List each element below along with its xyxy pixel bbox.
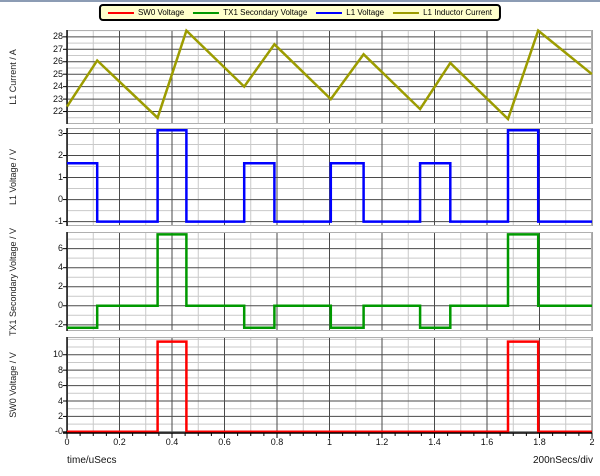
y-tick-label: 2 [57,281,63,292]
y-tick-label: 26 [52,56,63,67]
plot-l1-current[interactable] [63,28,593,124]
x-tick-label: 0.4 [165,437,179,447]
legend-line-sample [193,11,220,14]
y-axis-title-sw0-voltage: SW0 Voltage / V [8,352,18,418]
y-tick-label: 0 [57,300,63,311]
gridlines [63,232,593,331]
trace-l1-current[interactable] [65,28,593,122]
y-tick-label: 2 [57,150,63,161]
x-tick-label: 1.8 [533,437,546,447]
legend-item-label: L1 Voltage [346,8,385,17]
y-axis-title-l1-voltage: L1 Voltage / V [8,148,18,206]
legend-item-label: L1 Inductor Current [423,8,493,17]
x-axis-title: time/uSecs [67,455,117,466]
plot-sw0-voltage[interactable] [63,337,593,434]
gridlines [63,30,593,124]
y-tick-label: 24 [52,81,63,92]
y-tick-label: 3 [57,128,63,138]
legend-line-sample [107,11,134,14]
x-tick-label: 1.6 [480,437,494,447]
trace-sw0-voltage[interactable] [67,340,592,434]
y-tick-label: 27 [52,43,63,54]
legend-item-l1-inductor-current[interactable]: L1 Inductor Current [393,8,492,17]
x-tick-label: 0.2 [113,437,126,447]
y-tick-label: -1 [54,216,63,227]
legend-line-sample [316,11,343,14]
x-axis-scale-note: 200nSecs/div [532,455,593,466]
x-tick-label: 0.8 [270,437,284,447]
trace-l1-voltage[interactable] [67,128,592,223]
y-tick-label: 6 [57,243,63,254]
y-tick-label: 6 [57,380,63,391]
y-tick-label: 10 [52,349,63,360]
y-tick-label: 2 [57,410,63,421]
x-tick-label: 2 [589,437,595,447]
legend-line-sample [393,11,420,14]
legend-item-label: TX1 Secondary Voltage [223,8,308,17]
gridlines [63,128,593,226]
y-tick-label: -0 [54,426,63,437]
y-axis-title-tx1-secondary-voltage: TX1 Secondary Voltage / V [8,227,18,336]
y-tick-label: 4 [57,262,63,273]
x-tick-label: 1.2 [375,437,389,447]
y-tick-label: 4 [57,395,63,406]
plot-l1-voltage[interactable] [63,128,593,226]
y-tick-label: 23 [52,93,63,104]
x-axis [63,432,593,438]
y-tick-label: 8 [57,364,63,375]
y-tick-label: 28 [52,31,63,42]
y-axis-title-l1-current: L1 Current / A [8,49,18,105]
legend-item-sw0-voltage[interactable]: SW0 Voltage [107,8,185,17]
legend-item-label: SW0 Voltage [137,8,185,17]
x-tick-label: 0 [64,437,70,447]
y-tick-label: 1 [57,172,63,183]
legend: SW0 Voltage TX1 Secondary Voltage L1 Vol… [98,4,502,21]
y-tick-label: 25 [52,68,63,79]
y-tick-label: -2 [54,319,63,330]
x-tick-label: 1.4 [428,437,441,447]
plot-tx1-secondary-voltage[interactable] [63,232,593,331]
x-tick-label: 0.6 [218,437,231,447]
y-tick-label: 22 [52,106,63,117]
legend-item-l1-voltage[interactable]: L1 Voltage [316,8,384,17]
x-tick-label: 1 [326,437,333,447]
legend-item-tx1-secondary-voltage[interactable]: TX1 Secondary Voltage [193,8,307,17]
trace-tx1-secondary-voltage[interactable] [67,233,592,329]
window-top-border [0,0,600,2]
y-tick-label: 0 [57,194,63,205]
gridlines [63,337,593,433]
